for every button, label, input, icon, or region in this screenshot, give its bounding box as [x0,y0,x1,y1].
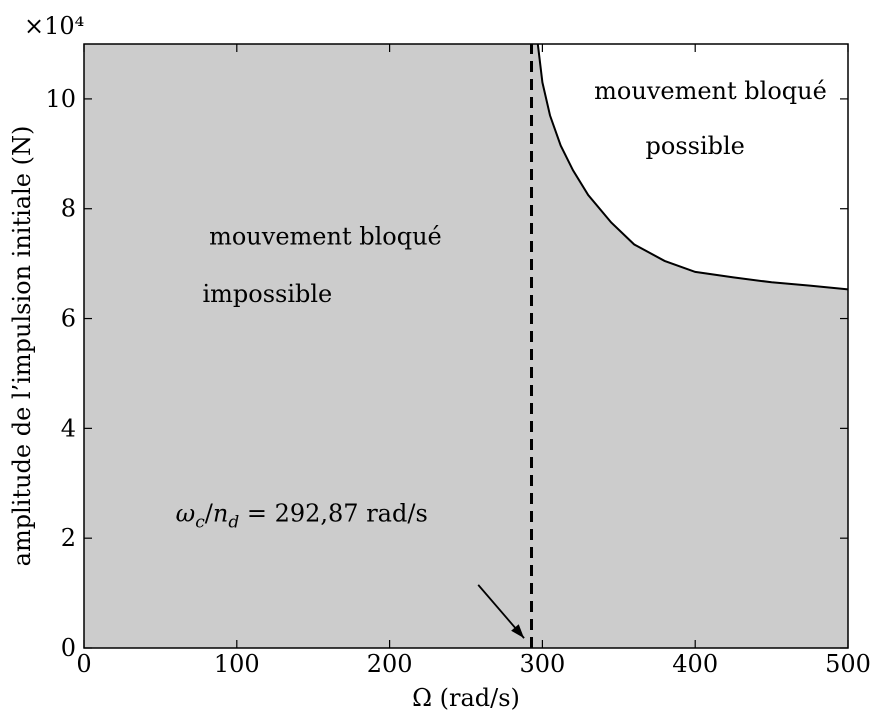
region-impossible-line2: impossible [202,280,332,308]
critical-speed-arrowhead [511,624,525,639]
x-tick-label: 200 [367,650,413,678]
x-tick-label: 500 [825,650,871,678]
y-tick-label: 4 [61,414,76,442]
critical-slash: / [205,500,214,528]
y-axis-exponent: ×10⁴ [24,12,84,40]
y-tick-label: 0 [61,634,76,662]
critical-n: n [213,500,228,528]
y-tick-label: 10 [45,85,76,113]
critical-omega-sub: c [195,513,205,533]
x-tick-label: 100 [214,650,260,678]
x-axis-ticks: 0 100 200 300 400 500 [76,44,871,678]
region-possible-line1: mouvement bloqué [594,77,827,105]
boundary-curve [536,43,849,291]
possible-region [537,44,848,290]
region-impossible-line1: mouvement bloqué [209,222,442,250]
critical-n-sub: d [228,513,239,533]
y-tick-label: 6 [61,305,76,333]
region-possible-line2: possible [646,132,745,160]
y-axis-label: amplitude de l’impulsion initiale (N) [8,126,36,567]
x-tick-label: 0 [76,650,91,678]
y-tick-label: 2 [61,524,76,552]
x-axis-label: Ω (rad/s) [412,684,520,712]
critical-omega: ω [176,500,196,528]
x-tick-label: 400 [672,650,718,678]
critical-value: = 292,87 rad/s [239,500,428,528]
x-tick-label: 300 [519,650,565,678]
plot-frame [83,43,849,649]
y-axis-ticks: 0 2 4 6 8 10 [45,85,848,662]
critical-speed-label: ωc/nd = 292,87 rad/s [176,500,428,533]
y-tick-label: 8 [61,195,76,223]
